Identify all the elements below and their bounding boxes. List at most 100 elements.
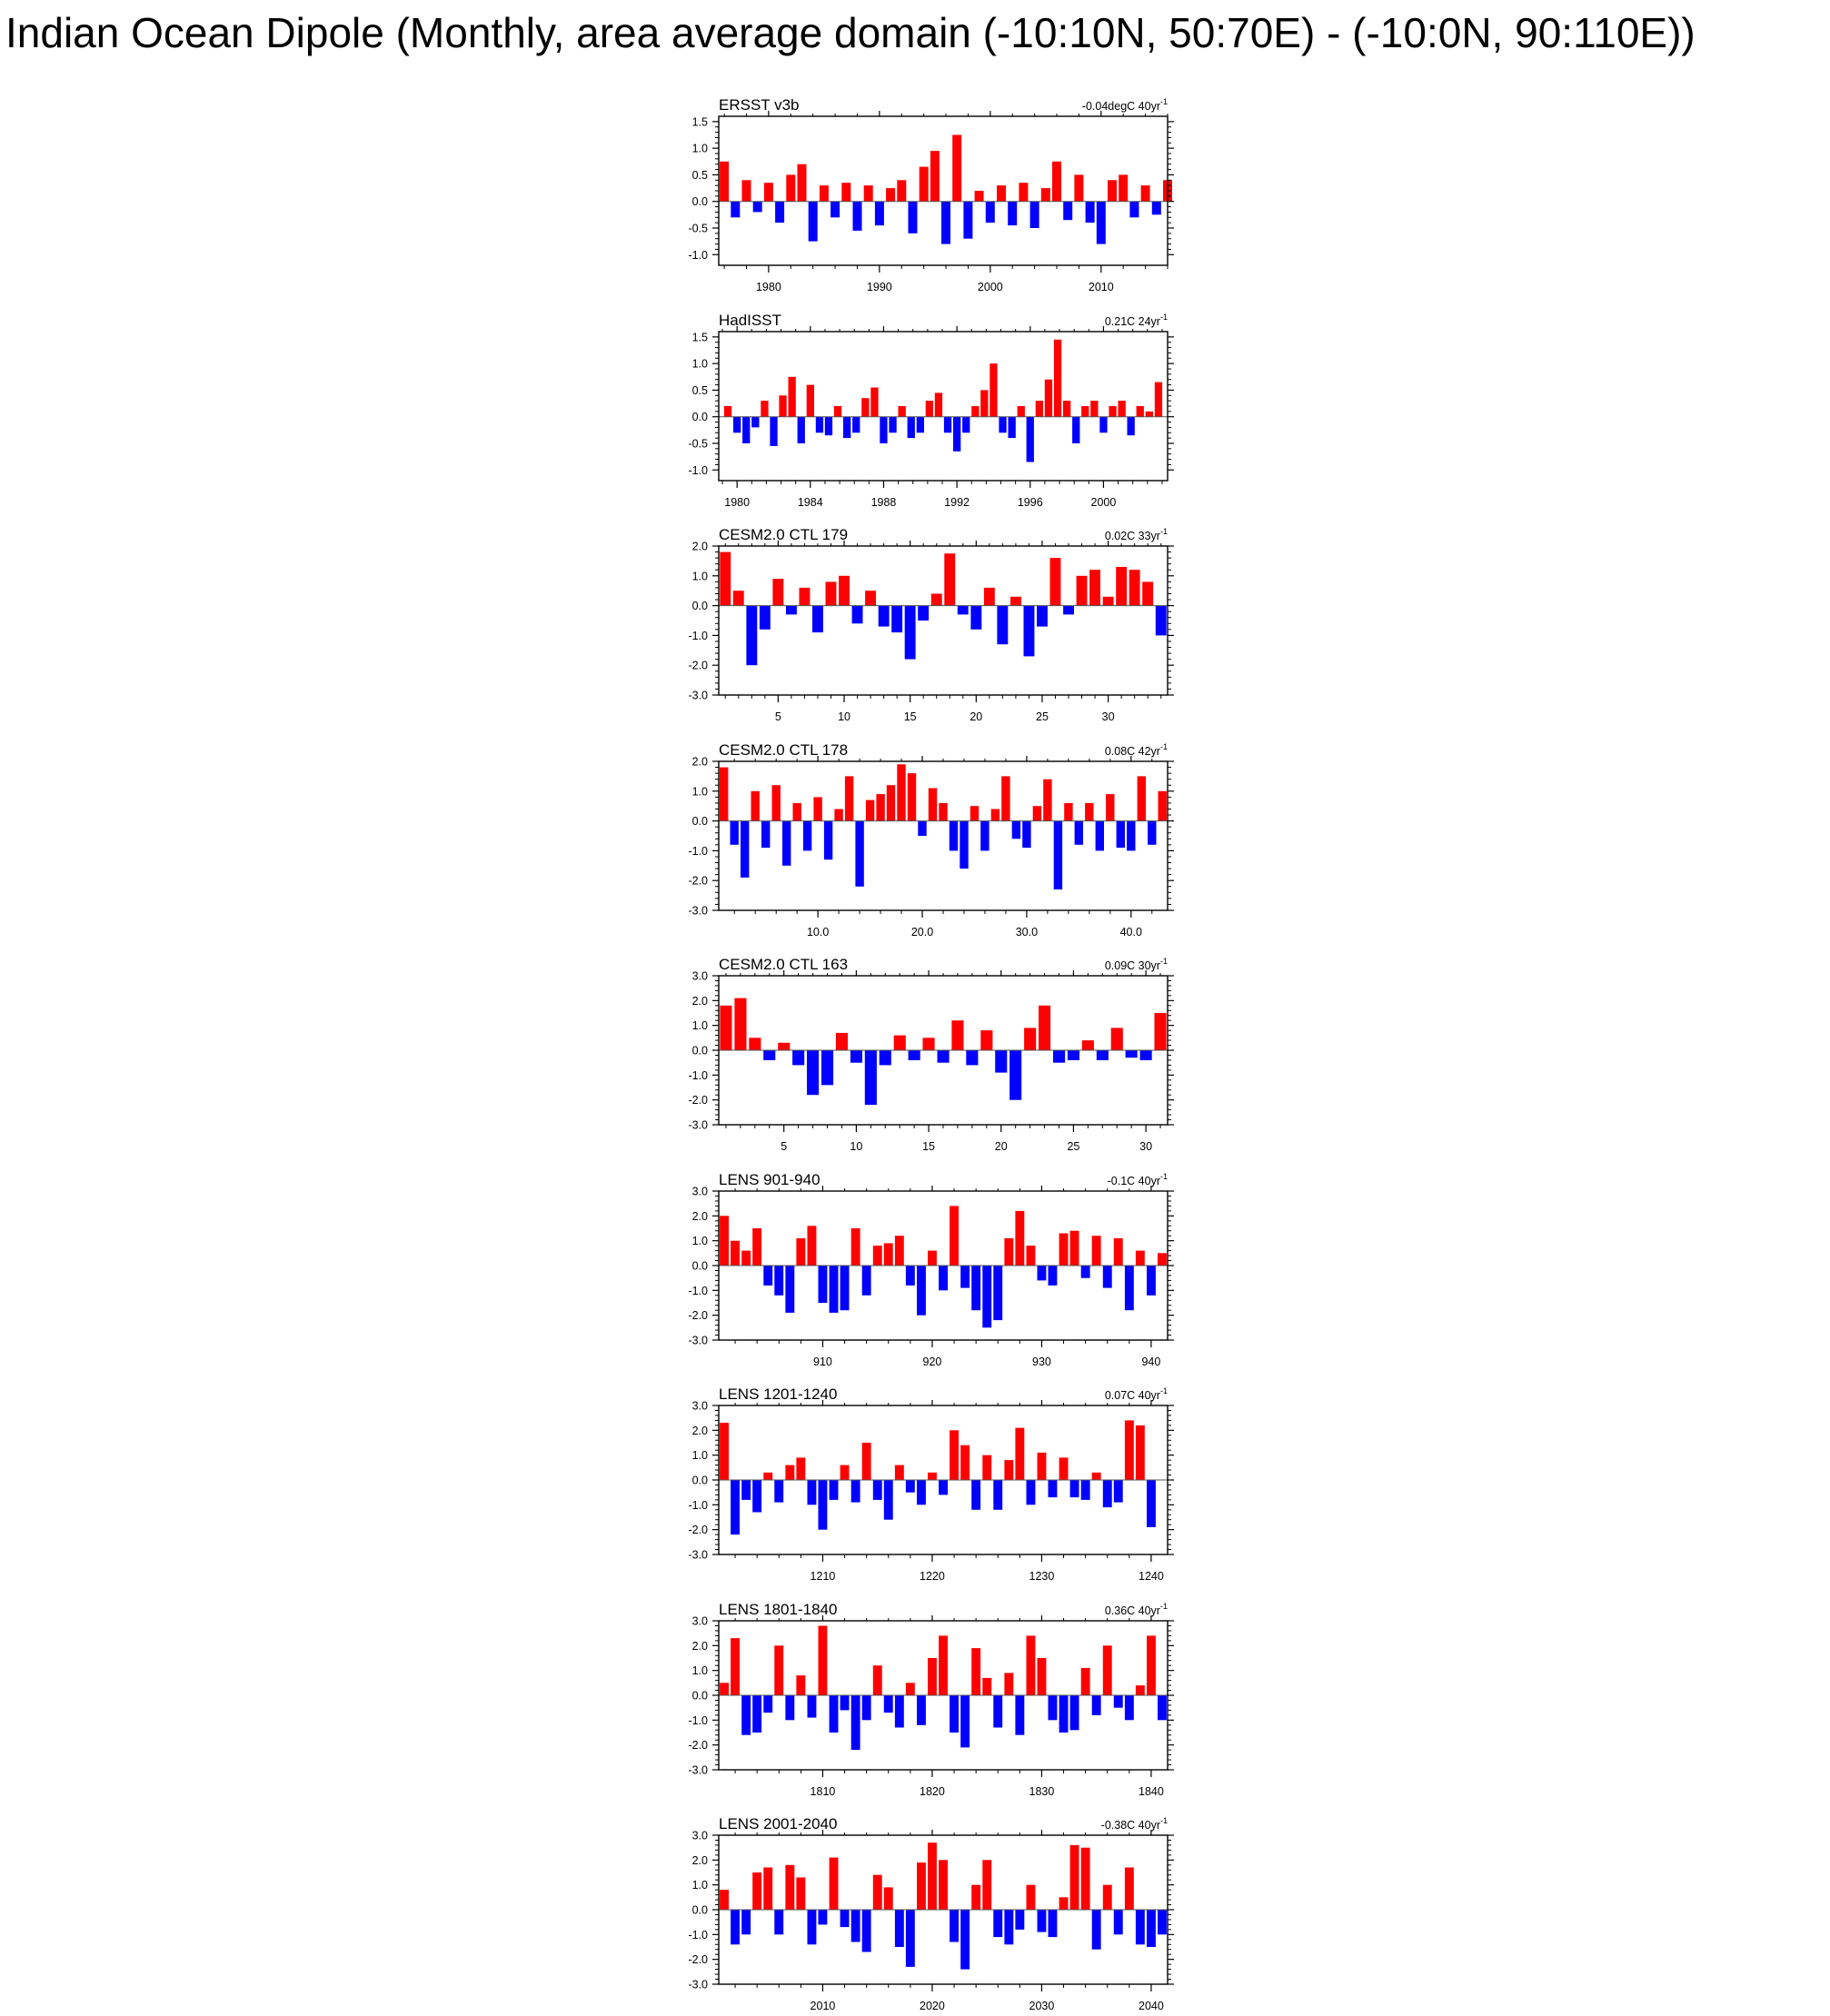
data-bar [939,802,948,821]
y-tick-label: 0.0 [692,195,708,208]
data-bar [761,820,771,849]
data-bar [917,1862,926,1910]
data-bar [883,1695,893,1713]
data-bar [971,1884,981,1910]
data-bar [1080,1667,1090,1695]
data-bar [1076,575,1088,606]
data-bar [1040,188,1050,202]
data-bar [1135,1910,1145,1945]
data-bar [894,1236,904,1266]
data-bar [1091,1910,1101,1950]
data-bar [1072,416,1080,443]
data-bar [851,605,863,624]
y-tick-label: -2.0 [688,1739,708,1752]
data-bar [1059,1457,1069,1480]
x-tick-label: 30 [1102,710,1115,723]
data-bar [1043,779,1052,821]
data-bar [974,191,984,202]
data-bar [1059,1695,1069,1733]
y-tick-label: 1.0 [692,143,708,155]
data-bar [980,390,989,417]
data-bar [939,1480,948,1495]
panel-title: CESM2.0 CTL 163 [719,956,848,973]
data-bar [815,416,824,433]
data-bar [1004,1910,1014,1945]
x-tick-label: 2030 [1029,2000,1055,2012]
data-bar [782,820,791,866]
data-bar [1139,1050,1152,1060]
data-bar [1119,174,1129,202]
data-bar [1129,570,1140,606]
y-tick-label: -3.0 [688,690,708,702]
data-bar [844,776,854,821]
data-bar [1102,1884,1112,1910]
data-bar [1015,1427,1025,1480]
data-bar [807,1695,817,1718]
x-tick-label: 1240 [1139,1570,1164,1583]
panel-annotation: 0.07C 40yr-1 [1105,1386,1168,1402]
data-bar [1004,1237,1014,1266]
data-bar [925,401,933,417]
panel-annotation: 0.09C 30yr-1 [1105,957,1168,972]
data-bar [825,581,837,606]
x-tick-label: 1230 [1029,1570,1055,1583]
data-bar [957,605,969,615]
data-bar [876,794,885,821]
data-bar [1136,406,1144,417]
data-bar [1049,558,1061,606]
data-bar [807,1050,820,1096]
data-bar [785,1695,795,1721]
data-bar [971,406,980,417]
x-tick-label: 2010 [811,2000,836,2012]
data-bar [1026,416,1034,462]
data-bar [824,416,833,436]
data-bar [893,1035,906,1050]
data-bar [1147,1266,1156,1296]
data-bar [1090,401,1099,417]
x-tick-label: 10 [850,1140,862,1153]
data-bar [1026,1246,1036,1266]
data-bar [746,605,758,666]
data-bar [1024,1028,1037,1050]
data-bar [1108,180,1117,202]
data-bar [763,1867,773,1910]
data-bar [731,1638,740,1695]
data-bar [950,1430,959,1480]
data-bar [774,1910,784,1935]
data-bar [1009,1050,1022,1100]
data-bar [774,1645,784,1695]
data-bar [950,1695,959,1733]
x-tick-label: 15 [922,1140,935,1153]
data-bar [730,820,739,845]
y-tick-label: 0.0 [692,1045,708,1058]
data-bar [834,809,843,821]
data-bar [855,820,864,887]
data-bar [928,788,938,821]
data-bar [774,1266,784,1296]
x-tick-label: 1210 [811,1570,836,1583]
chart-panel: LENS 2001-2040 -0.38C 40yr-1 -3.0 -2.0 -1.0 0… [688,1815,1174,2012]
data-bar [1124,1266,1134,1311]
data-bar [985,201,995,223]
data-bar [1118,401,1126,417]
data-bar [1052,161,1061,202]
data-bar [1063,201,1073,221]
data-bar [761,401,769,417]
y-tick-label: -1.0 [688,1929,708,1942]
data-bar [971,1480,981,1510]
data-bar [741,1480,751,1500]
data-bar [785,1266,795,1313]
data-bar [741,1910,751,1935]
x-tick-label: 1980 [724,496,750,509]
data-bar [1037,1452,1047,1480]
panel-title: CESM2.0 CTL 178 [719,741,848,759]
data-bar [796,1877,806,1910]
x-tick-label: 2000 [1091,496,1117,509]
data-bar [1026,1480,1036,1505]
x-tick-label: 20 [970,710,982,723]
data-bar [1037,1266,1047,1281]
y-tick-label: 0.0 [692,600,708,612]
chart-panel: LENS 901-940 -0.1C 40yr-1 -3.0 -2.0 -1.0 0.0 1… [688,1171,1174,1368]
data-bar [917,1266,926,1316]
data-bar [1032,806,1042,821]
